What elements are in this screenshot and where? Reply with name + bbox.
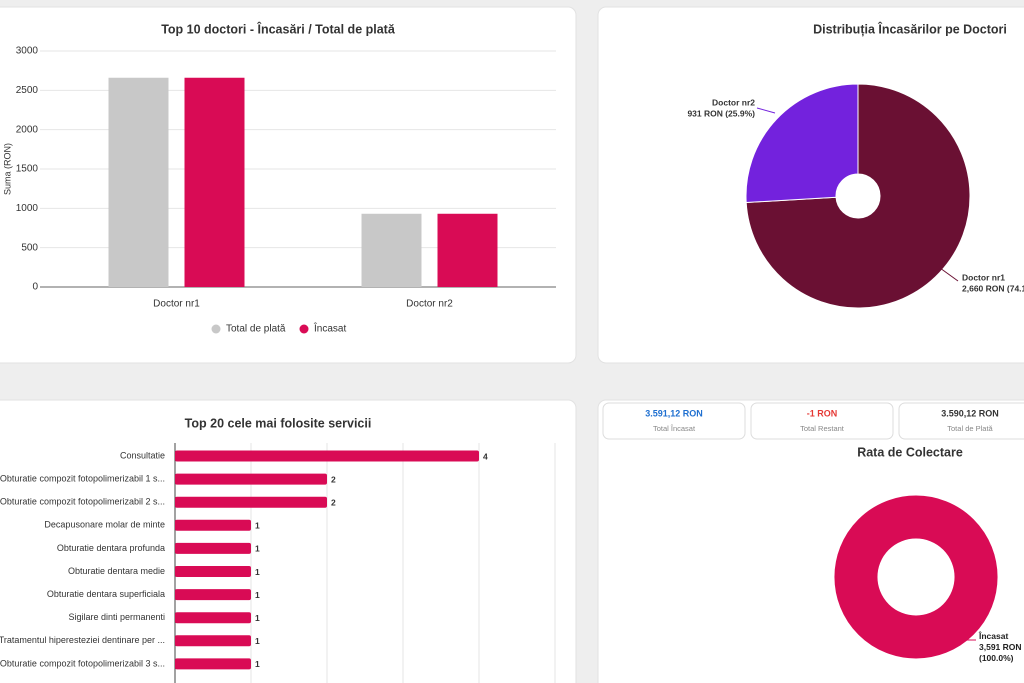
bar <box>175 566 251 577</box>
bar <box>175 658 251 670</box>
y-tick-label: Obturatie compozit fotopolimerizabil 3 s… <box>0 658 165 668</box>
bar <box>108 77 169 287</box>
value-label: 1 <box>255 521 260 531</box>
kpi-card <box>898 402 1024 440</box>
kpi-card <box>750 402 894 440</box>
card <box>597 399 1024 683</box>
card <box>0 399 577 683</box>
donut-label: Încasat 3,591 RON (100.0%) <box>979 631 1024 664</box>
kpi-value: 3.590,12 RON <box>941 408 999 418</box>
y-tick-label: 500 <box>21 242 38 253</box>
kpi-label: Total Restant <box>800 424 845 433</box>
x-tick-label: Doctor nr2 <box>406 299 453 310</box>
x-tick-label: Doctor nr1 <box>153 299 200 310</box>
bar <box>175 519 251 531</box>
y-tick-label: Sigilare dinti permanenti <box>68 612 165 622</box>
pie-slice <box>745 83 859 204</box>
bar <box>175 450 479 462</box>
slice-value-label: 931 RON (25.9%) <box>687 108 755 118</box>
bar <box>175 542 251 554</box>
bar <box>437 213 498 287</box>
y-tick-label: 3000 <box>16 46 39 57</box>
legend-swatch <box>211 324 221 334</box>
y-tick-label: 2000 <box>16 124 39 135</box>
value-label: 1 <box>255 613 260 623</box>
chart-title: Top 10 doctori - Încasări / Total de pla… <box>161 21 396 36</box>
kpi-card <box>602 402 746 440</box>
value-label: 2 <box>331 497 336 507</box>
chart-title: Rata de Colectare <box>857 445 963 459</box>
kpi-value: -1 RON <box>807 408 838 418</box>
y-tick-label: 2500 <box>16 85 39 96</box>
donut-value-label: 3,591 RON (100.0%) <box>979 642 1022 663</box>
slice-category: Doctor nr1 <box>962 272 1005 282</box>
legend-label: Total de plată <box>226 324 286 335</box>
y-tick-label: Obturatie dentara superficiala <box>47 589 165 599</box>
y-tick-label: Decapusonare molar de minte <box>44 520 165 530</box>
bar <box>175 612 251 624</box>
bar <box>175 473 327 485</box>
bar <box>184 77 245 287</box>
value-label: 1 <box>255 544 260 554</box>
bar <box>175 635 251 647</box>
y-tick-label: Obturatie compozit fotopolimerizabil 1 s… <box>0 473 165 483</box>
y-tick-label: Tratamentul hiperesteziei dentinare per … <box>0 635 165 645</box>
y-tick-label: 0 <box>32 282 38 293</box>
y-tick-label: Obturatie dentara profunda <box>57 543 165 553</box>
value-label: 1 <box>255 567 260 577</box>
leader-line <box>939 267 959 282</box>
donut-category: Încasat <box>979 631 1009 641</box>
slice-value-label: 2,660 RON (74.1%) <box>962 283 1024 293</box>
legend-swatch <box>299 324 309 334</box>
value-label: 1 <box>255 590 260 600</box>
card <box>0 6 577 364</box>
bar <box>361 213 422 287</box>
y-tick-label: 1500 <box>16 164 39 175</box>
pie-slice <box>745 83 971 309</box>
kpi-value: 3.591,12 RON <box>645 408 703 418</box>
slice-category: Doctor nr2 <box>712 97 755 107</box>
value-label: 1 <box>255 659 260 669</box>
y-axis-label: Suma (RON) <box>2 143 12 195</box>
chart-title: Distribuția Încasărilor pe Doctori <box>813 21 1007 36</box>
chart-title: Top 20 cele mai folosite servicii <box>185 416 372 430</box>
value-label: 4 <box>483 451 488 461</box>
y-tick-label: Obturatie compozit fotopolimerizabil 2 s… <box>0 497 165 507</box>
pie-slice <box>833 494 999 660</box>
kpi-label: Total Încasat <box>653 424 696 433</box>
y-tick-label: Consultatie <box>120 450 165 460</box>
legend-label: Încasat <box>313 322 346 335</box>
value-label: 2 <box>331 474 336 484</box>
y-tick-label: 1000 <box>16 203 39 214</box>
y-tick-label: Obturatie dentara medie <box>68 566 165 576</box>
value-label: 1 <box>255 636 260 646</box>
bar <box>175 589 251 601</box>
leader-line <box>756 107 776 114</box>
bar <box>175 496 327 508</box>
kpi-label: Total de Plată <box>947 424 993 433</box>
